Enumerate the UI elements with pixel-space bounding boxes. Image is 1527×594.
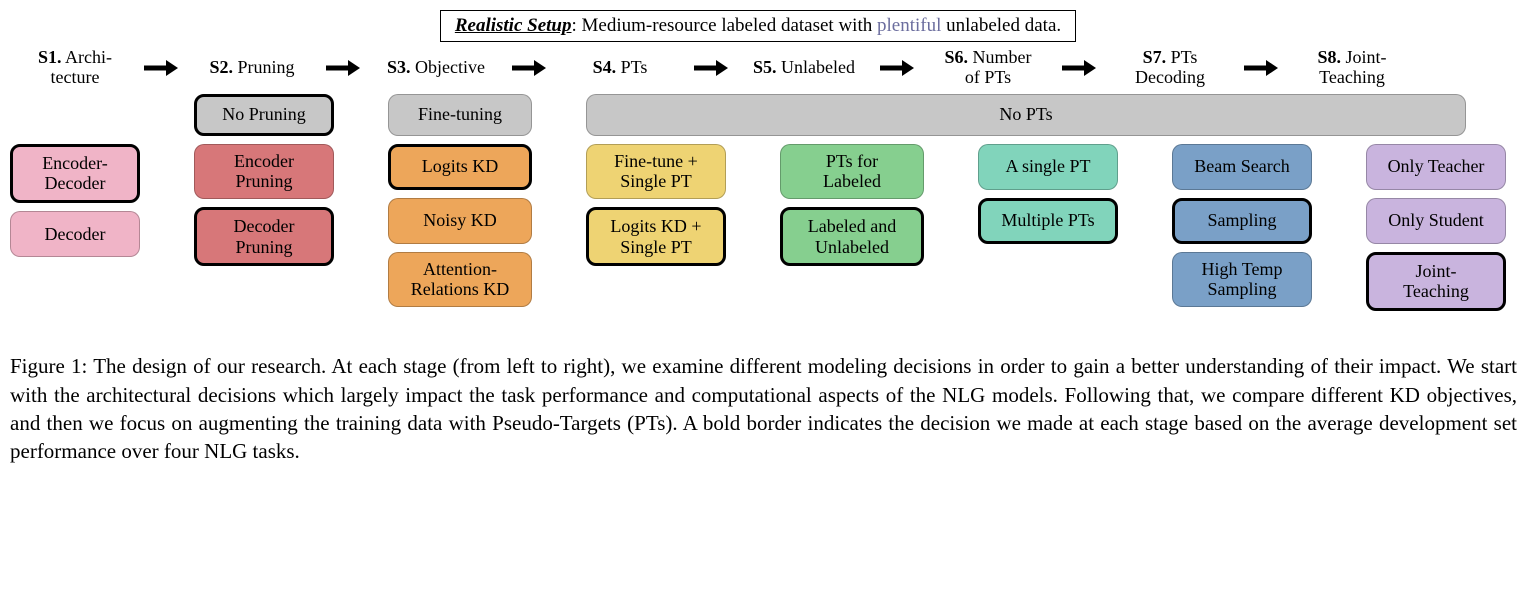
option-box: Beam Search bbox=[1172, 144, 1312, 190]
option-box: Decoder bbox=[10, 211, 140, 257]
option-box: Only Teacher bbox=[1366, 144, 1506, 190]
option-box: Sampling bbox=[1172, 198, 1312, 244]
arrow-icon bbox=[694, 58, 728, 78]
stage-header: S6. Numberof PTs bbox=[918, 48, 1058, 88]
realistic-plentiful: plentiful bbox=[877, 15, 941, 36]
option-box: Only Student bbox=[1366, 198, 1506, 244]
arrow-icon bbox=[1244, 58, 1278, 78]
stage-header: S8. Joint-Teaching bbox=[1282, 48, 1422, 88]
arrow-wrap bbox=[1062, 58, 1096, 78]
option-box: Joint-Teaching bbox=[1366, 252, 1506, 311]
option-box: High TempSampling bbox=[1172, 252, 1312, 307]
option-box: EncoderPruning bbox=[194, 144, 334, 199]
realistic-rest-b: unlabeled data. bbox=[941, 15, 1061, 36]
arrow-wrap bbox=[144, 58, 178, 78]
arrow-icon bbox=[1062, 58, 1096, 78]
arrow-wrap bbox=[1244, 58, 1278, 78]
arrow-icon bbox=[144, 58, 178, 78]
option-box: Attention-Relations KD bbox=[388, 252, 532, 307]
option-box: Fine-tune +Single PT bbox=[586, 144, 726, 199]
top-gray-row: No Pruning Fine-tuning No PTs bbox=[10, 94, 1506, 136]
spacer bbox=[344, 94, 378, 136]
option-box: Labeled andUnlabeled bbox=[780, 207, 924, 266]
diagram: Realistic Setup: Medium-resource labeled… bbox=[10, 10, 1517, 334]
spacer bbox=[150, 94, 184, 136]
stage-header: S3. Objective bbox=[364, 58, 508, 78]
arrow-wrap bbox=[326, 58, 360, 78]
realistic-rest-a: : Medium-resource labeled dataset with bbox=[572, 15, 877, 36]
option-box: No Pruning bbox=[194, 94, 334, 136]
realistic-region: Realistic Setup: Medium-resource labeled… bbox=[10, 10, 1506, 311]
option-box: PTs forLabeled bbox=[780, 144, 924, 199]
arrow-icon bbox=[326, 58, 360, 78]
spacer bbox=[10, 94, 140, 136]
option-box: Fine-tuning bbox=[388, 94, 532, 136]
body-row: Encoder-Decoder Decoder EncoderPruning Deco… bbox=[10, 144, 1506, 311]
stage-header: S7. PTsDecoding bbox=[1100, 48, 1240, 88]
realistic-setup-box: Realistic Setup: Medium-resource labeled… bbox=[440, 10, 1076, 42]
stage-header: S1. Archi-tecture bbox=[10, 48, 140, 88]
grid-area: No Pruning Fine-tuning No PTs Encoder-Decod… bbox=[10, 94, 1506, 311]
spacer bbox=[542, 94, 576, 136]
option-box: A single PT bbox=[978, 144, 1118, 190]
col-s1: Encoder-Decoder Decoder bbox=[10, 144, 140, 257]
col-s5: PTs forLabeled Labeled andUnlabeled bbox=[780, 144, 924, 267]
col-s2: EncoderPruning DecoderPruning bbox=[194, 144, 334, 267]
option-box: DecoderPruning bbox=[194, 207, 334, 266]
stage-header: S4. PTs bbox=[550, 58, 690, 78]
option-box: Encoder-Decoder bbox=[10, 144, 140, 203]
arrow-icon bbox=[512, 58, 546, 78]
stage-header: S2. Pruning bbox=[182, 58, 322, 78]
stage-header: S5. Unlabeled bbox=[732, 58, 876, 78]
col-s6: A single PT Multiple PTs bbox=[978, 144, 1118, 244]
arrow-icon bbox=[880, 58, 914, 78]
no-pts-span: No PTs bbox=[586, 94, 1466, 136]
col-s8: Only Teacher Only Student Joint-Teaching bbox=[1366, 144, 1506, 311]
col-s3: Logits KD Noisy KD Attention-Relations KD bbox=[388, 144, 532, 307]
stage-headers: S1. Archi-tecture S2. Pruning S3. Object… bbox=[10, 48, 1506, 88]
option-box: Logits KD +Single PT bbox=[586, 207, 726, 266]
figure-caption: Figure 1: The design of our research. At… bbox=[10, 352, 1517, 465]
col-s4: Fine-tune +Single PT Logits KD +Single PT bbox=[586, 144, 726, 267]
col-s7: Beam Search Sampling High TempSampling bbox=[1172, 144, 1312, 307]
arrow-wrap bbox=[880, 58, 914, 78]
realistic-lead: Realistic Setup bbox=[455, 15, 572, 36]
option-box: Noisy KD bbox=[388, 198, 532, 244]
arrow-wrap bbox=[512, 58, 546, 78]
option-box: Multiple PTs bbox=[978, 198, 1118, 244]
option-box: Logits KD bbox=[388, 144, 532, 190]
arrow-wrap bbox=[694, 58, 728, 78]
